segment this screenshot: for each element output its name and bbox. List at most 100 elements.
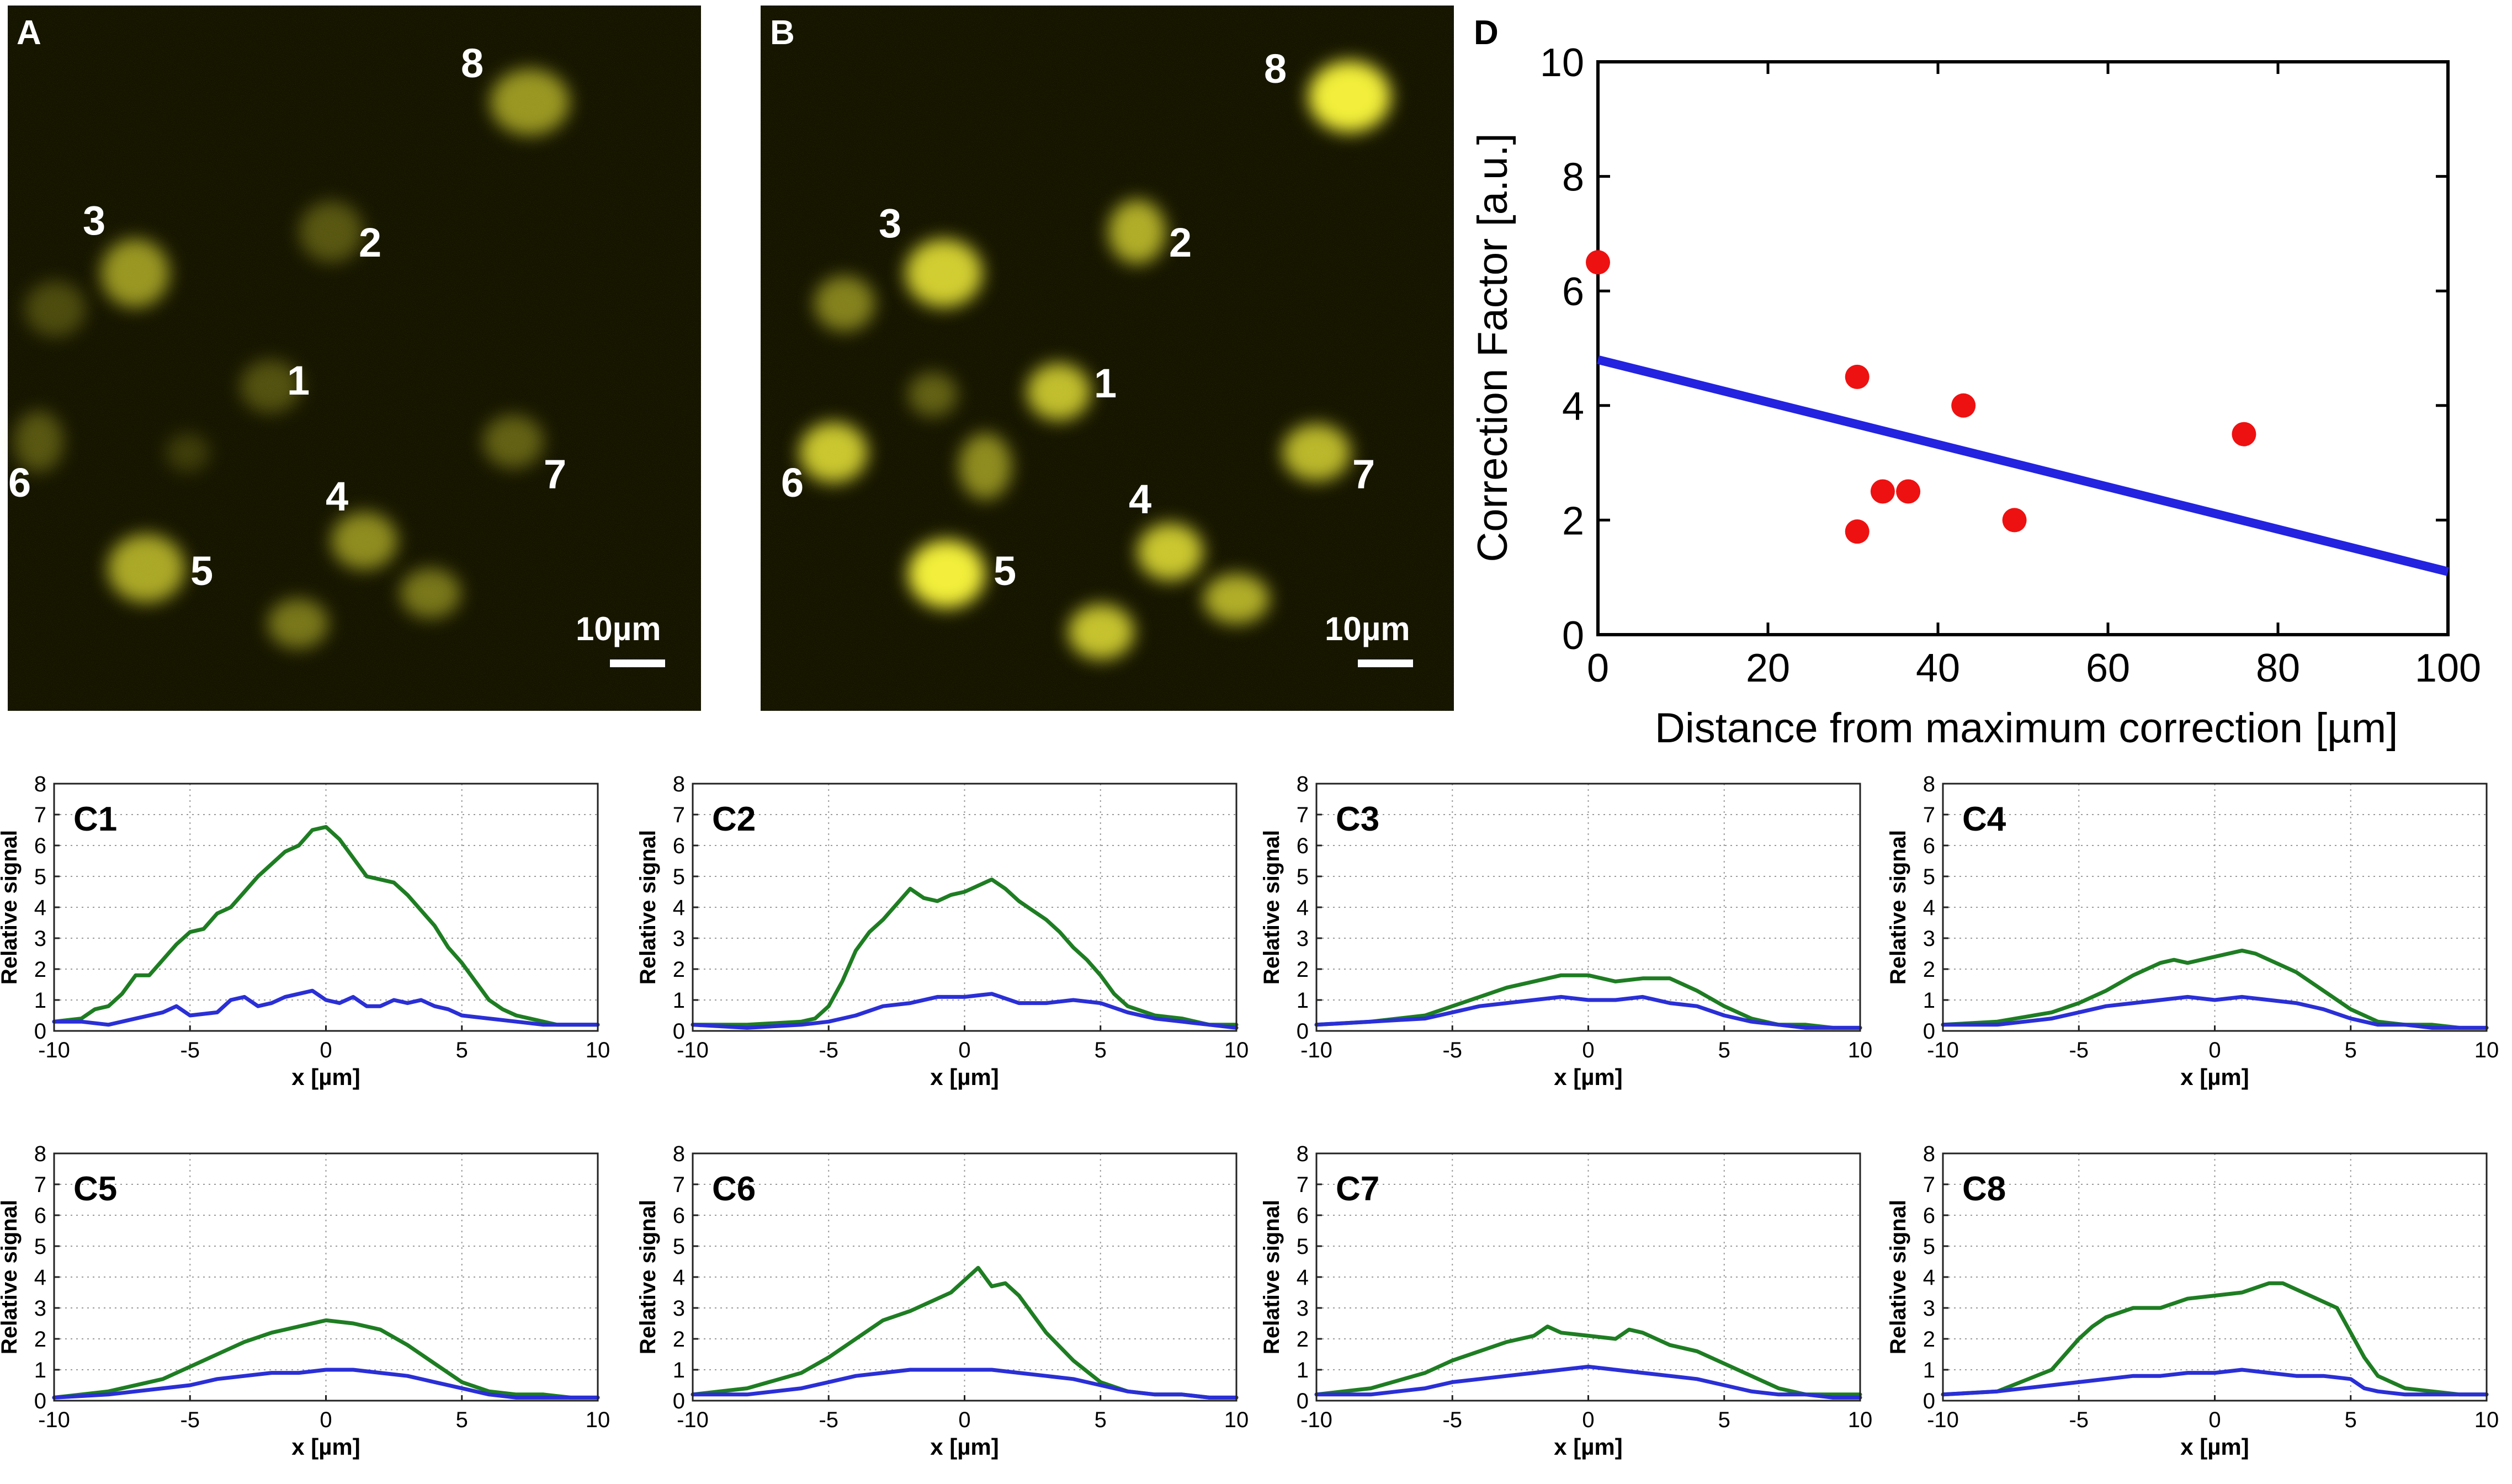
chart-d-ytick-label: 10	[1540, 41, 1584, 85]
chart-c4-xtick-label: 10	[2474, 1038, 2499, 1062]
chart-c4-ytick-label: 3	[1923, 927, 1935, 951]
chart-c4-xtick-label: 0	[2208, 1038, 2221, 1062]
chart-c5-ylabel: Relative signal	[0, 1200, 22, 1354]
line-chart-c4: -10 -5 0 5 10 0 1 2 3 4 5 6 7 8 x [µm] Relative signal C…	[1886, 772, 2499, 1090]
cell-label-a-7: 7	[544, 451, 566, 497]
panel-letter-a: A	[17, 14, 41, 52]
chart-c7-xtick-label: 0	[1582, 1408, 1594, 1432]
line-chart-c1: -10 -5 0 5 10 0 1 2 3 4 5 6 7 8 x [µm] Relative signal C…	[0, 772, 610, 1090]
chart-c6-ytick-label: 7	[673, 1173, 685, 1197]
chart-c2-series-uncorrected	[691, 992, 1239, 1030]
chart-c2-ytick-label: 4	[673, 896, 685, 920]
panel-letter-c7: C7	[1336, 1170, 1379, 1208]
chart-c2-xtick-label: 5	[1095, 1038, 1107, 1062]
cell-a-1	[240, 360, 301, 413]
chart-c3-xtick-label: 5	[1718, 1038, 1730, 1062]
micrograph-b-cell-labels: 1 2 3 4 5 6 7 8	[781, 46, 1375, 594]
scalebar-b	[1358, 659, 1413, 667]
chart-c3-ytick-label: 6	[1297, 834, 1309, 858]
cell-label-b-8: 8	[1264, 46, 1287, 92]
chart-c3-ylabel: Relative signal	[1260, 830, 1284, 985]
chart-c5-ytick-label: 1	[34, 1358, 46, 1382]
chart-c1-xlabel: x [µm]	[291, 1064, 360, 1090]
chart-c8-xtick-label: 0	[2208, 1408, 2221, 1432]
micrograph-b-cells	[799, 61, 1391, 659]
chart-c4-xlabel: x [µm]	[2180, 1064, 2249, 1090]
chart-c4-xtick-label: -5	[2069, 1038, 2089, 1062]
chart-c1-series-corrected	[52, 825, 600, 1027]
cell-label-a-1: 1	[287, 358, 310, 403]
chart-c8-ytick-label: 6	[1923, 1204, 1935, 1228]
chart-c7-ytick-label: 6	[1297, 1204, 1309, 1228]
chart-c6-ytick-label: 3	[673, 1296, 685, 1321]
chart-c1-ytick-label: 1	[34, 988, 46, 1013]
chart-c5-xtick-label: -10	[38, 1408, 70, 1432]
chart-c3-ytick-label: 8	[1297, 772, 1309, 796]
cell-b-2	[1108, 200, 1166, 264]
chart-c1-xtick-label: 5	[456, 1038, 468, 1062]
cell-a-2	[299, 201, 363, 262]
micrograph-a-cells	[14, 69, 570, 648]
chart-c7-series-corrected	[1314, 1325, 1862, 1397]
chart-c7-xtick-label: -5	[1442, 1408, 1462, 1432]
cell-a-4	[331, 512, 397, 570]
chart-c6-ytick-label: 8	[673, 1142, 685, 1166]
chart-d-xtick-label: 100	[2415, 646, 2481, 690]
chart-c8-ytick-label: 5	[1923, 1235, 1935, 1259]
scatter-chart-d: 0 20 40 60 80 100 0 2 4 6 8 10 Correction Factor [a.…	[1469, 14, 2481, 752]
cell-b-6	[799, 422, 868, 483]
cell-a-5	[108, 534, 185, 603]
chart-c2-ytick-label: 3	[673, 927, 685, 951]
chart-d-xlabel-unit: [µm]	[2315, 705, 2398, 752]
chart-c2-ytick-label: 6	[673, 834, 685, 858]
chart-c3-ytick-label: 1	[1297, 988, 1309, 1013]
chart-d-point-1	[1586, 250, 1610, 275]
background-cell-b-2	[959, 433, 1012, 499]
cell-a-6	[14, 411, 63, 472]
background-cell-b-4	[1203, 574, 1270, 624]
background-cell-b-1	[814, 276, 875, 331]
chart-c3-xtick-label: 0	[1582, 1038, 1594, 1062]
chart-c8-ylabel: Relative signal	[1886, 1200, 1910, 1354]
chart-c2-ytick-label: 7	[673, 803, 685, 827]
chart-c7-ytick-label: 4	[1297, 1265, 1309, 1290]
chart-c4-ytick-label: 0	[1923, 1019, 1935, 1044]
scalebar-a	[610, 659, 665, 667]
panel-letter-c4: C4	[1962, 800, 2006, 838]
chart-c7-series-uncorrected	[1314, 1364, 1862, 1400]
chart-d-ytick-label: 2	[1562, 499, 1584, 543]
chart-c6-ytick-label: 2	[673, 1327, 685, 1352]
chart-c1-xtick-label: 0	[320, 1038, 332, 1062]
chart-c3-ytick-label: 7	[1297, 803, 1309, 827]
cell-a-3	[101, 239, 169, 307]
chart-d-ytick-label: 0	[1562, 614, 1584, 658]
micrograph-a-grain	[8, 6, 701, 711]
background-cell-a-4	[166, 433, 210, 472]
cell-label-a-8: 8	[461, 40, 484, 86]
chart-c1-xtick-label: -5	[180, 1038, 200, 1062]
chart-d-xtick-label: 60	[2086, 646, 2130, 690]
cell-label-a-6: 6	[8, 460, 31, 506]
chart-c5-ytick-label: 7	[34, 1173, 46, 1197]
chart-c4-ytick-label: 1	[1923, 988, 1935, 1013]
chart-d-ytick-label: 4	[1562, 385, 1584, 429]
cell-label-b-5: 5	[994, 548, 1016, 594]
chart-d-xtick-label: 40	[1916, 646, 1960, 690]
chart-c8-ytick-label: 8	[1923, 1142, 1935, 1166]
chart-c4-ytick-label: 4	[1923, 896, 1935, 920]
chart-c5-xtick-label: 0	[320, 1408, 332, 1432]
chart-c8-ytick-label: 4	[1923, 1265, 1935, 1290]
line-chart-c7: -10 -5 0 5 10 0 1 2 3 4 5 6 7 8 x [µm] Relative signal C…	[1260, 1142, 1872, 1460]
chart-c3-ytick-label: 4	[1297, 896, 1309, 920]
background-cell-b-5	[908, 373, 958, 417]
chart-c7-ytick-label: 5	[1297, 1235, 1309, 1259]
chart-c6-xtick-label: -10	[677, 1408, 709, 1432]
chart-c8-ytick-label: 7	[1923, 1173, 1935, 1197]
cell-label-a-3: 3	[83, 198, 105, 243]
chart-c6-xtick-label: 5	[1095, 1408, 1107, 1432]
background-cell-b-3	[1068, 604, 1134, 659]
micrograph-a-cell-labels: 1 2 3 4 5 6 7 8	[8, 40, 566, 594]
chart-c5-ytick-label: 8	[34, 1142, 46, 1166]
chart-c7-xtick-label: 10	[1848, 1408, 1873, 1432]
